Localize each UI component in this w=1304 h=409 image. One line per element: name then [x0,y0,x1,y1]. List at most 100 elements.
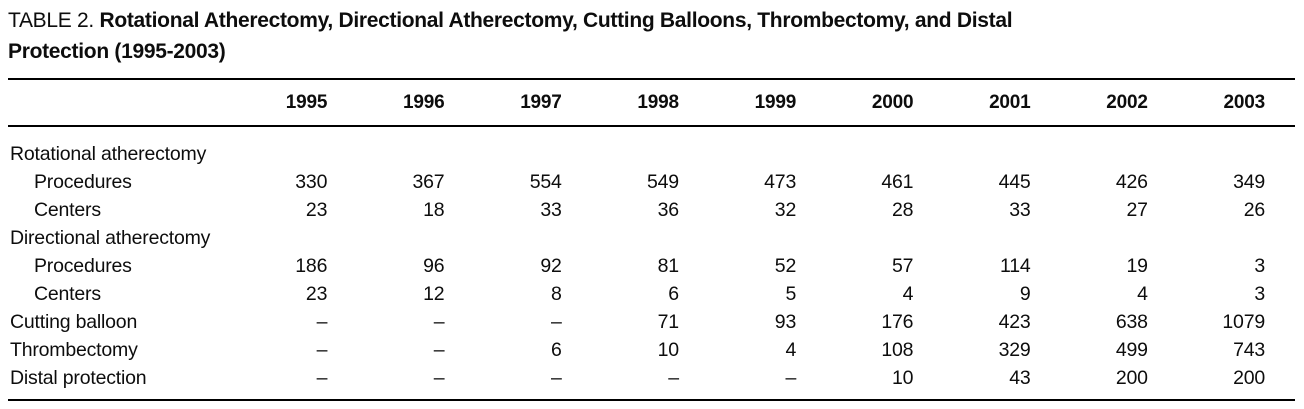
value-cell: 18 [423,199,445,221]
value-cell: 1079 [1222,311,1265,333]
row-label: Thrombectomy [10,339,138,361]
row-label: Distal protection [10,367,147,389]
year-header: 1999 [754,92,797,113]
year-header: 1998 [637,92,679,113]
value-cell: 349 [1233,171,1265,193]
value-cell: 33 [1009,199,1031,221]
value-cell: – [785,367,797,389]
value-cell: 5 [785,283,797,305]
value-cell: 743 [1233,339,1265,361]
value-cell: 92 [540,255,562,277]
value-cell: 28 [892,199,914,221]
value-cell [1178,224,1295,252]
value-cell: 57 [892,255,914,277]
value-cell [1061,126,1178,168]
value-cell: – [316,367,328,389]
value-cell [1178,126,1295,168]
header-label-spacer [8,79,240,126]
row-label: Centers [34,199,101,221]
year-header: 1996 [402,92,445,113]
value-cell: 329 [998,339,1031,361]
value-cell: 200 [1233,367,1265,389]
value-cell: 3 [1254,283,1265,305]
table-row: Rotational atherectomy [8,126,1295,168]
value-cell: 114 [1000,255,1031,277]
value-cell: 43 [1009,367,1031,389]
value-cell: 6 [668,283,679,305]
table-title-text: Rotational Atherectomy, Directional Athe… [99,9,1013,32]
value-cell: 3 [1254,255,1265,277]
year-header: 2000 [871,92,914,113]
table-row: Directional atherectomy [8,224,1295,252]
value-cell: 176 [881,311,914,333]
value-cell [826,126,943,168]
value-cell: 32 [774,199,797,221]
value-cell: 23 [305,283,328,305]
value-cell: 8 [551,283,562,305]
year-header: 2003 [1223,92,1266,113]
table-row: Thrombectomy – – 6 10 4 108 329 499 743 [8,336,1295,364]
value-cell: 4 [785,339,797,361]
row-label: Rotational atherectomy [10,143,207,165]
value-cell: 36 [657,199,679,221]
table-title-line2: Protection (1995-2003) [8,40,226,63]
value-cell: 499 [1115,339,1148,361]
value-cell: – [316,311,328,333]
table-head: 1995 1996 1997 1998 1999 2000 2001 2002 2003 [8,79,1295,126]
value-cell: 426 [1115,171,1148,193]
value-cell [240,224,357,252]
value-cell: – [433,339,445,361]
value-cell: 12 [423,283,445,305]
value-cell [826,224,943,252]
table-row: Cutting balloon – – – 71 93 176 423 638 1079 [8,308,1295,336]
row-label: Centers [34,283,101,305]
year-header: 1995 [285,92,328,113]
value-cell: 4 [1137,283,1148,305]
value-cell: 554 [529,171,562,193]
table-title-line1: TABLE 2. Rotational Atherectomy, Directi… [8,5,1295,36]
value-cell: 473 [764,171,797,193]
year-header-row: 1995 1996 1997 1998 1999 2000 2001 2002 2003 [8,79,1295,126]
value-cell: 6 [551,339,562,361]
table-body: Rotational atherectomy Procedures 330 367 55… [8,126,1295,400]
value-cell: 445 [998,171,1031,193]
value-cell [592,126,709,168]
value-cell: 26 [1243,199,1265,221]
value-cell: 10 [892,367,914,389]
year-header: 2001 [989,92,1031,113]
value-cell: 71 [657,311,679,333]
value-cell: – [433,367,445,389]
row-label: Cutting balloon [10,311,138,333]
value-cell: – [668,367,679,389]
value-cell [709,126,826,168]
value-cell [240,126,357,168]
value-cell [1061,224,1178,252]
value-cell [592,224,709,252]
value-cell [943,224,1060,252]
value-cell: 367 [412,171,445,193]
value-cell: 461 [881,171,914,193]
value-cell: 330 [295,171,328,193]
value-cell: 52 [774,255,797,277]
table-row: Distal protection – – – – – 10 43 200 200 [8,364,1295,400]
value-cell: – [316,339,328,361]
value-cell: – [433,311,445,333]
value-cell: 27 [1126,199,1148,221]
table-row: Centers 23 18 33 36 32 28 33 27 26 [8,196,1295,224]
row-label: Directional atherectomy [10,227,211,249]
value-cell [474,224,591,252]
value-cell: 81 [657,255,679,277]
value-cell: 638 [1115,311,1148,333]
table-row: Procedures 330 367 554 549 473 461 445 426 349 [8,168,1295,196]
value-cell: 200 [1115,367,1148,389]
value-cell [709,224,826,252]
value-cell: 96 [423,255,445,277]
value-cell: 549 [646,171,679,193]
value-cell: 108 [881,339,914,361]
value-cell [357,224,474,252]
value-cell: 9 [1019,283,1031,305]
table-title: TABLE 2. Rotational Atherectomy, Directi… [8,5,1295,67]
value-cell: 186 [295,255,328,277]
value-cell: 10 [657,339,679,361]
